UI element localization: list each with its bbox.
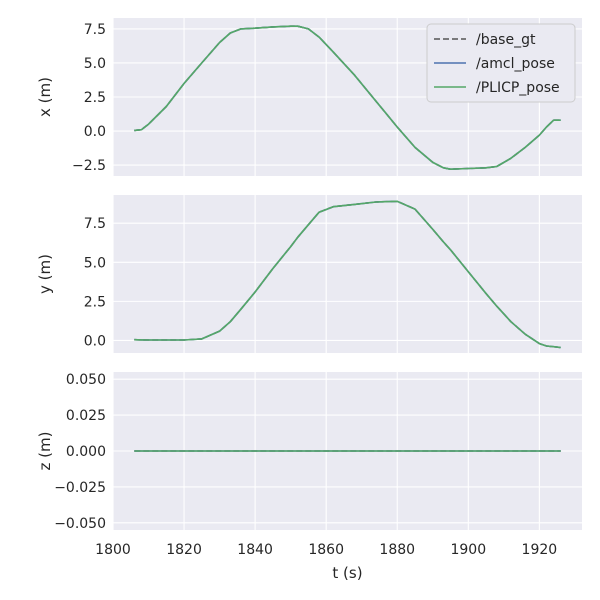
legend-label-plicp-pose: /PLICP_pose: [476, 80, 560, 96]
y-tick-label: 7.5: [84, 216, 106, 232]
y-tick-label: 2.5: [84, 294, 106, 310]
x-axis-label: t (s): [332, 564, 362, 582]
y-tick-label: 5.0: [84, 255, 106, 271]
series-line-plicp-pose: [134, 200, 561, 349]
y-tick-label: −2.5: [72, 158, 106, 174]
x-tick-label: 1820: [166, 542, 202, 558]
y-axis-label: z (m): [36, 432, 54, 471]
x-tick-label: 1920: [522, 542, 558, 558]
y-tick-label: 7.5: [84, 22, 106, 38]
y-tick-label: 5.0: [84, 56, 106, 72]
legend-label-base-gt: /base_gt: [476, 32, 536, 48]
y-tick-label: −0.050: [54, 516, 106, 532]
legend-label-amcl-pose: /amcl_pose: [476, 56, 555, 72]
panel-z: −0.050 −0.025 0.000 0.025 0.050 z (m): [36, 372, 582, 532]
y-tick-label: 2.5: [84, 90, 106, 106]
legend: /base_gt/amcl_pose/PLICP_pose: [426, 23, 576, 103]
x-tick-label: 1900: [450, 542, 486, 558]
y-tick-label: 0.0: [84, 333, 106, 349]
y-tick-label: 0.0: [84, 124, 106, 140]
y-axis-label: y (m): [36, 254, 54, 294]
y-tick-label: −0.025: [54, 480, 106, 496]
x-tick-label: 1800: [95, 542, 131, 558]
legend-frame: [426, 23, 576, 103]
series-line-plicp-pose: [134, 25, 561, 170]
panel-y: 0.0 2.5 5.0 7.5 y (m): [36, 195, 582, 353]
y-tick-label: 0.000: [66, 444, 106, 460]
y-tick-label: 0.050: [66, 372, 106, 388]
plot-background: [113, 195, 582, 353]
y-axis-label: x (m): [36, 77, 54, 117]
x-tick-label: 1860: [308, 542, 344, 558]
x-tick-label: 1880: [379, 542, 415, 558]
x-tick-label: 1840: [237, 542, 273, 558]
y-tick-label: 0.025: [66, 408, 106, 424]
